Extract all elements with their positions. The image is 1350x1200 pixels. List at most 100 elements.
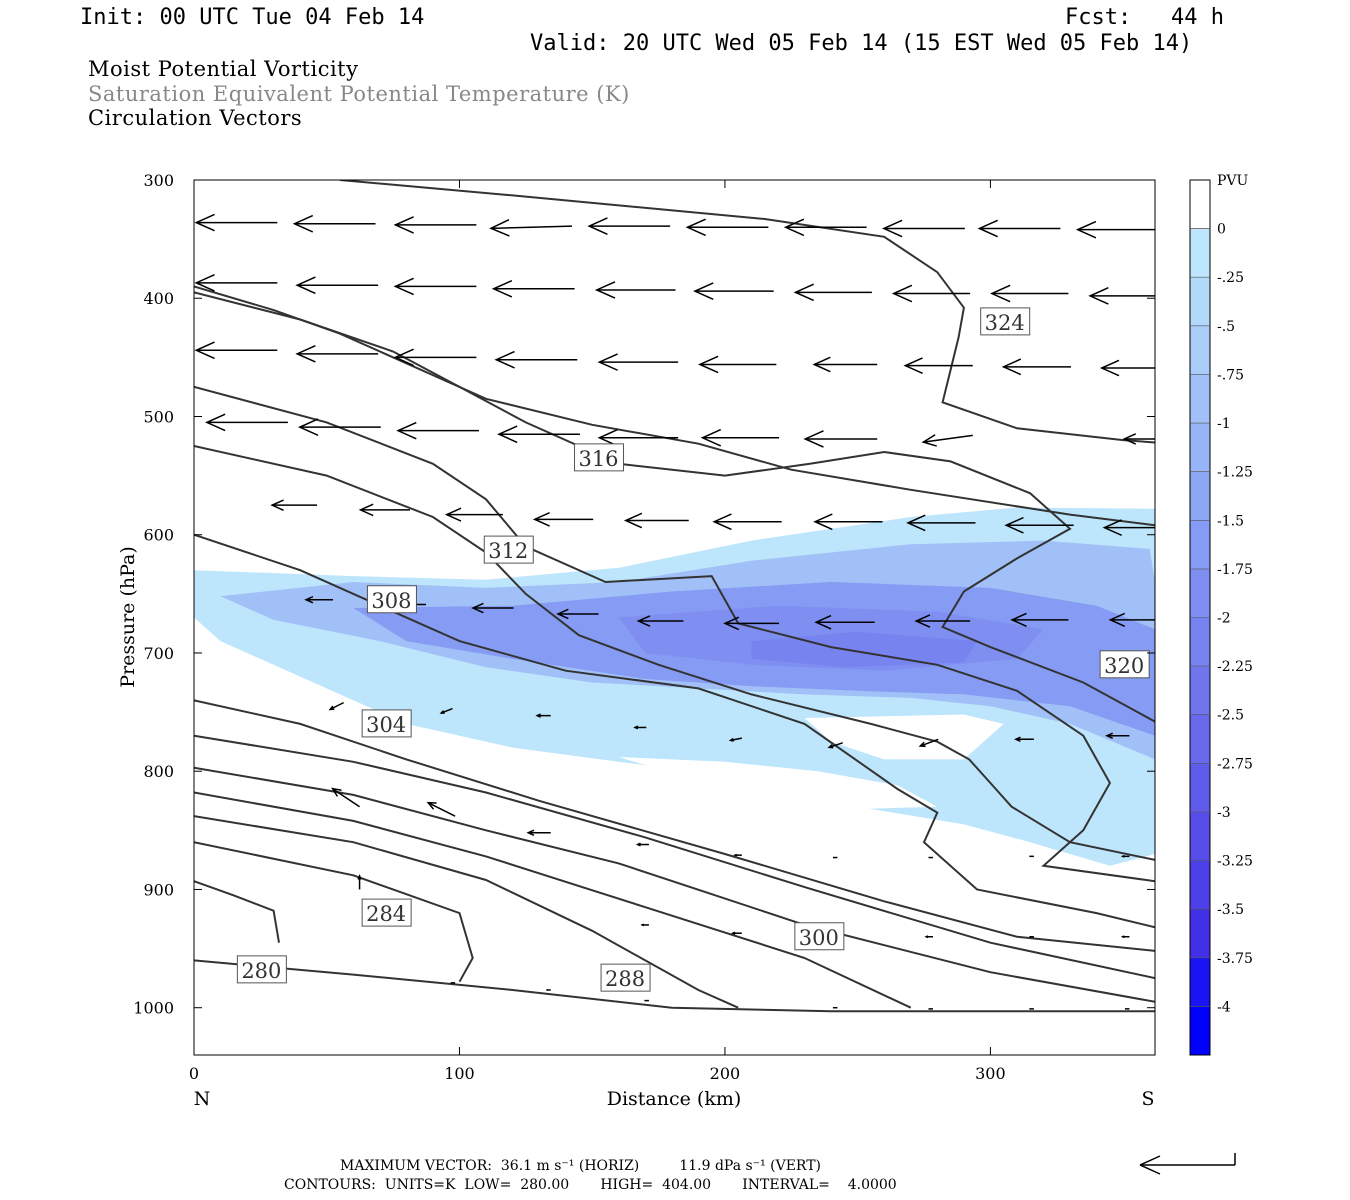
circulation-vector [1108,612,1155,627]
contour-label: 308 [371,589,411,613]
colorbar-label: -1 [1217,416,1231,432]
circulation-vector [295,276,379,295]
init-time: Init: 00 UTC Tue 04 Feb 14 [80,5,425,30]
circulation-vector [882,219,965,238]
circulation-vector [393,216,477,234]
x-tick-label: 0 [189,1064,199,1083]
x-tick-label: 300 [975,1064,1006,1083]
circulation-vector [594,281,676,299]
circulation-vector [903,357,973,375]
circulation-vector [906,514,976,532]
contour-label: 288 [605,967,645,991]
circulation-vector [597,353,679,371]
contour-labels: 280 284 288 300 304 308 312 316 320 324 [236,307,1150,992]
theta-contour [194,791,912,1009]
contour-label: 284 [366,902,406,926]
colorbar-label: -.25 [1217,270,1244,286]
theta-contour [194,699,1155,952]
colorbar-unit: PVU [1217,173,1249,189]
circulation-vector [1088,287,1155,305]
contour-label-box [483,535,534,564]
circulation-vector [1122,433,1155,445]
theta-contour [194,285,1155,527]
theta-contour [194,734,1155,980]
contour-label-box [980,307,1031,336]
circulation-vector [783,218,867,237]
colorbar-swatch [1190,277,1210,326]
y-tick-label: 700 [143,644,174,663]
colorbar-label: -2.25 [1217,659,1253,675]
circulation-vector [640,923,649,927]
y-tick-label: 500 [143,407,174,426]
circulation-vector [194,274,278,292]
colorbar-label: -2 [1217,611,1231,627]
colorbar-label: -4 [1217,999,1231,1015]
circulation-vector [295,344,379,363]
circulation-vector [733,853,742,857]
circulation-vector [1120,854,1130,858]
contour-label-box [361,709,412,738]
circulation-vector [304,595,334,604]
pv-clear-region [618,757,938,810]
contour-label: 300 [799,926,839,950]
circulation-vector [497,425,580,444]
colorbar-label: -.75 [1217,367,1244,383]
circulation-vector [693,282,774,300]
y-tick-label: 600 [143,526,174,545]
x-tick-label: 100 [444,1064,475,1083]
circulation-vector [205,413,288,432]
field-label-mpv: Moist Potential Vorticity [88,57,359,81]
circulation-vector [700,428,780,447]
colorbar-swatch [1190,423,1210,472]
max-vector-note: MAXIMUM VECTOR: 36.1 m s⁻¹ (HORIZ) 11.9 … [340,1158,822,1174]
contour-label: 320 [1104,654,1144,678]
circulation-vector [471,602,514,614]
colorbar-label: -1.5 [1217,513,1244,529]
circulation-vector [358,503,411,517]
colorbar-label: -1.75 [1217,562,1253,578]
circulation-vector [891,284,971,303]
plot-frame [193,179,1156,1056]
colorbar-label: -3.75 [1217,951,1253,967]
circulation-vector [331,787,360,808]
circulation-vector [444,507,503,522]
contour-label-box [366,585,417,614]
theta-contour [194,815,739,1009]
theta-contour [194,385,1155,883]
y-tick-label: 300 [143,171,174,190]
colorbar-label: -3.5 [1217,902,1244,918]
circulation-vector [270,499,318,511]
circulation-vector [292,214,376,233]
circulation-vector [636,615,684,627]
colorbar-swatch [1190,568,1210,618]
contour-label: 280 [241,959,281,983]
circulation-vector [1075,220,1155,239]
circulation-vector [635,842,649,847]
circulation-vector [803,430,878,448]
circulation-vector [1102,519,1155,537]
circulation-vector [924,935,933,939]
circulation-vector [685,218,769,237]
circulation-vector [194,341,278,360]
circulation-vector [491,279,575,298]
theta-contour [339,180,1155,444]
circulation-vector [1099,359,1155,377]
circulation-vector [396,421,480,440]
circulation-vector [1010,612,1069,627]
circulation-vector [393,348,477,367]
y-axis-title: Pressure (hPa) [117,546,139,688]
colorbar-swatch [1190,520,1210,569]
colorbar-label: -1.25 [1217,465,1253,481]
theta-contour [194,445,1155,861]
circulation-vector [535,713,551,718]
colorbar: 0 -.25 -.5 -.75 -1 -1.25 -1.5 -1.75 -2 -2.25 -2.5 -… [1189,179,1253,1056]
colorbar-label: -3 [1217,805,1231,821]
forecast-hour: Fcst: 44 h [1065,5,1224,30]
colorbar-swatch [1190,860,1210,910]
colorbar-swatch [1190,1006,1210,1055]
circulation-vector [357,874,362,890]
theta-contour [194,766,1155,1003]
circulation-vector [194,213,278,232]
contour-label: 304 [366,713,406,737]
x-left-end-label: N [194,1088,211,1110]
